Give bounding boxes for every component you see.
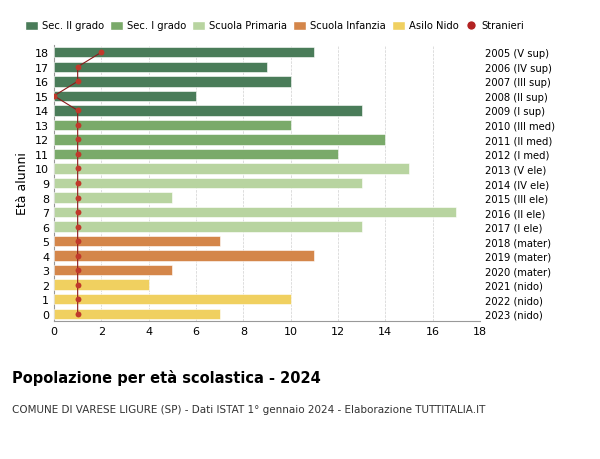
Text: COMUNE DI VARESE LIGURE (SP) - Dati ISTAT 1° gennaio 2024 - Elaborazione TUTTITA: COMUNE DI VARESE LIGURE (SP) - Dati ISTA…	[12, 404, 485, 414]
Bar	[54, 309, 220, 319]
Point	[73, 296, 82, 303]
Bar	[54, 207, 457, 218]
Point	[73, 122, 82, 129]
Point	[73, 165, 82, 173]
Point	[73, 136, 82, 144]
Bar	[54, 265, 172, 276]
Y-axis label: Età alunni: Età alunni	[16, 152, 29, 215]
Bar	[54, 236, 220, 247]
Bar	[54, 91, 196, 102]
Bar	[54, 193, 172, 203]
Bar	[54, 120, 290, 131]
Text: Popolazione per età scolastica - 2024: Popolazione per età scolastica - 2024	[12, 369, 321, 386]
Point	[73, 267, 82, 274]
Bar	[54, 62, 267, 73]
Point	[73, 107, 82, 115]
Point	[73, 310, 82, 318]
Bar	[54, 222, 362, 232]
Point	[97, 50, 106, 57]
Bar	[54, 294, 290, 305]
Point	[73, 195, 82, 202]
Point	[73, 180, 82, 187]
Bar	[54, 164, 409, 174]
Point	[73, 64, 82, 71]
Bar	[54, 179, 362, 189]
Point	[73, 78, 82, 86]
Bar	[54, 135, 385, 146]
Legend: Sec. II grado, Sec. I grado, Scuola Primaria, Scuola Infanzia, Asilo Nido, Stran: Sec. II grado, Sec. I grado, Scuola Prim…	[20, 17, 528, 35]
Point	[73, 224, 82, 231]
Point	[73, 151, 82, 158]
Bar	[54, 280, 149, 290]
Point	[73, 209, 82, 216]
Point	[73, 252, 82, 260]
Point	[73, 281, 82, 289]
Point	[73, 238, 82, 245]
Point	[49, 93, 59, 101]
Bar	[54, 251, 314, 261]
Bar	[54, 48, 314, 58]
Bar	[54, 106, 362, 116]
Bar	[54, 77, 290, 87]
Bar	[54, 149, 338, 160]
